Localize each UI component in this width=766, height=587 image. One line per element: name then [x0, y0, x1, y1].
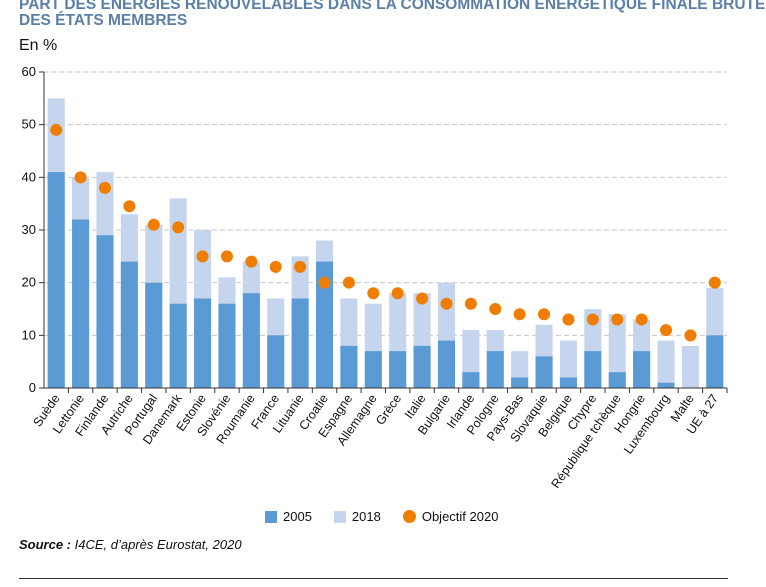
chart: 0102030405060SuèdeLettonieFinlandeAutric… — [22, 64, 728, 491]
bar-2005 — [633, 351, 651, 388]
objective-point — [513, 308, 526, 321]
legend-swatch — [333, 510, 346, 523]
bar-2018 — [657, 340, 675, 388]
bar-2005 — [535, 356, 553, 388]
objective-point — [98, 181, 111, 194]
legend: 2005 2018 Objectif 2020 — [265, 509, 498, 524]
bar-2005 — [584, 351, 602, 388]
bar-2005 — [169, 303, 187, 388]
bar-2005 — [437, 340, 456, 388]
y-tick-label: 10 — [22, 327, 36, 342]
legend-item-2018: 2018 — [333, 509, 381, 524]
legend-swatch — [265, 510, 277, 523]
chart-title: PART DES ÉNERGIES RENOUVELABLES DANS LA … — [19, 0, 766, 29]
objective-point — [147, 218, 160, 231]
objective-point — [123, 200, 136, 213]
objective-point — [660, 324, 673, 337]
objective-point — [611, 313, 624, 326]
bar-2005 — [706, 335, 724, 388]
bar-2018 — [559, 340, 577, 388]
objective-point — [391, 287, 404, 300]
objective-point — [464, 297, 477, 310]
y-tick-label: 40 — [22, 169, 36, 184]
bar-2005 — [462, 372, 480, 388]
bar-2005 — [267, 335, 285, 388]
objective-point — [440, 297, 453, 310]
source-label: Source : — [19, 537, 72, 552]
objective-point — [562, 313, 575, 326]
y-tick-label: 30 — [22, 222, 36, 237]
bar-2005 — [120, 261, 138, 388]
objective-point — [220, 250, 233, 263]
objective-point — [586, 313, 599, 326]
objective-point — [416, 292, 429, 305]
bar-2018 — [681, 345, 699, 388]
legend-label: 2005 — [283, 509, 312, 524]
divider — [19, 578, 728, 579]
bar-2018 — [608, 314, 626, 388]
objective-point — [342, 276, 355, 289]
bar-2005 — [340, 345, 358, 388]
legend-marker — [402, 510, 416, 523]
bar-2005 — [315, 261, 334, 388]
bar-2005 — [72, 219, 90, 388]
bar-2005 — [47, 172, 65, 388]
bar-2005 — [486, 351, 504, 388]
bar-2005 — [242, 293, 260, 388]
bar-2005 — [291, 298, 309, 388]
bar-2005 — [608, 372, 626, 388]
bar-2005 — [413, 345, 431, 388]
objective-point — [538, 308, 551, 321]
y-tick-label: 20 — [22, 275, 36, 290]
y-tick-label: 60 — [22, 64, 36, 79]
x-tick-label: Grèce — [373, 392, 404, 428]
bar-2005 — [364, 351, 382, 388]
y-axis-label: En % — [19, 37, 58, 54]
objective-point — [294, 260, 307, 273]
bar-2005 — [145, 282, 163, 388]
y-tick-label: 50 — [22, 117, 36, 132]
legend-label: Objectif 2020 — [421, 509, 499, 524]
objective-point — [367, 287, 380, 300]
objective-point — [172, 221, 185, 234]
source-text: I4CE, d’après Eurostat, 2020 — [71, 537, 242, 552]
bar-2005 — [194, 298, 212, 388]
objective-point — [196, 250, 209, 263]
legend-label: 2018 — [351, 509, 381, 524]
objective-point — [318, 276, 331, 289]
source-note: Source : I4CE, d’après Eurostat, 2020 — [19, 537, 242, 552]
legend-item-objectif: Objectif 2020 — [402, 509, 499, 524]
objective-point — [50, 123, 63, 136]
bar-2005 — [389, 351, 407, 388]
y-tick-label: 0 — [29, 380, 36, 395]
legend-item-2005: 2005 — [265, 509, 312, 524]
bar-2005 — [559, 377, 577, 388]
objective-point — [245, 255, 258, 268]
objective-point — [635, 313, 648, 326]
bar-2005 — [511, 377, 529, 388]
bar-2005 — [657, 382, 675, 388]
bar-2005 — [96, 235, 114, 388]
objective-point — [269, 260, 282, 273]
bar-2005 — [218, 303, 236, 388]
objective-point — [684, 329, 697, 342]
objective-point — [489, 303, 502, 315]
objective-point — [708, 276, 721, 289]
objective-point — [74, 171, 87, 184]
